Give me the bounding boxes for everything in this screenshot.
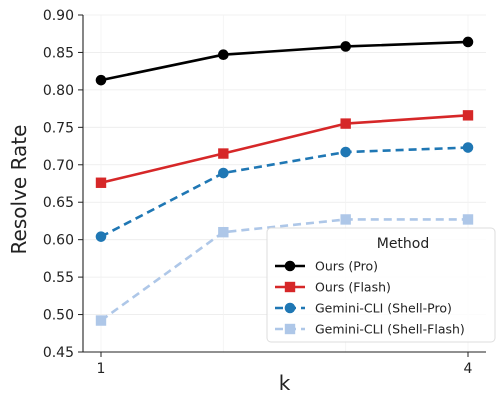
series-line (100, 218, 468, 322)
data-point (340, 146, 351, 158)
legend-entries: Ours (Pro) Ours (Flash) Gemini-CLI (Shell-… (275, 259, 465, 337)
y-axis-label: Resolve Rate (7, 125, 31, 255)
x-axis-label: k (279, 371, 291, 394)
x-tick-label: 4 (464, 361, 473, 377)
y-tick-label: 0.70 (43, 158, 74, 174)
data-point (218, 226, 229, 238)
data-point (218, 49, 229, 60)
legend-title: Method (377, 236, 430, 252)
y-tick-label: 0.85 (43, 45, 74, 61)
series-ours-flash (95, 110, 474, 188)
y-tick-label: 0.75 (43, 120, 74, 136)
y-tick-label: 0.90 (43, 8, 74, 24)
data-point (95, 231, 107, 242)
data-point (340, 118, 351, 129)
series-line (100, 146, 469, 238)
legend-entry-gemini-cli-shell-flash: Gemini-CLI (Shell-Flash) (275, 322, 465, 337)
legend-entry-ours-pro: Ours (Pro) (275, 259, 378, 274)
y-tick-label: 0.60 (43, 233, 74, 249)
legend-entry-gemini-cli-shell-pro: Gemini-CLI (Shell-Pro) (275, 301, 452, 316)
legend-label: Ours (Flash) (315, 280, 391, 295)
series-line (100, 40, 469, 82)
series-gemini-cli-shell-pro (95, 142, 474, 242)
data-point (218, 167, 229, 179)
data-point (95, 315, 107, 326)
axes: 0.45 0.50 0.55 0.60 0.65 0.70 0.75 0.80 0.85 0.90… (43, 8, 486, 377)
y-tick-label: 0.50 (43, 308, 74, 324)
data-point (340, 41, 351, 52)
legend-label: Gemini-CLI (Shell-Flash) (315, 322, 465, 337)
legend-entry-ours-flash: Ours (Flash) (275, 280, 391, 295)
legend: Method Ours (Pro) Ours (Flash) Gemini-CLI … (266, 227, 496, 343)
legend-label: Ours (Pro) (315, 259, 378, 274)
data-point (462, 214, 474, 225)
data-point (218, 148, 229, 159)
data-point (462, 142, 474, 153)
y-tick-label: 0.55 (43, 270, 74, 286)
x-tick-label: 1 (97, 361, 106, 377)
data-point (95, 177, 107, 188)
series-line (100, 114, 469, 185)
legend-frame (266, 227, 496, 343)
series-ours-pro (95, 36, 474, 86)
data-point (95, 74, 107, 86)
y-tick-label: 0.45 (43, 345, 74, 361)
series-gemini-cli-shell-flash (95, 214, 474, 326)
legend-swatch-marker (284, 323, 296, 335)
y-tick-label: 0.65 (43, 195, 74, 211)
series-group (95, 36, 474, 326)
data-point (462, 36, 474, 48)
data-point (340, 214, 351, 225)
legend-swatch-marker (284, 302, 296, 314)
legend-swatch-marker (284, 260, 296, 272)
y-tick-label: 0.80 (43, 83, 74, 99)
legend-swatch-marker (284, 281, 296, 293)
legend-label: Gemini-CLI (Shell-Pro) (315, 301, 452, 316)
data-point (462, 110, 474, 121)
